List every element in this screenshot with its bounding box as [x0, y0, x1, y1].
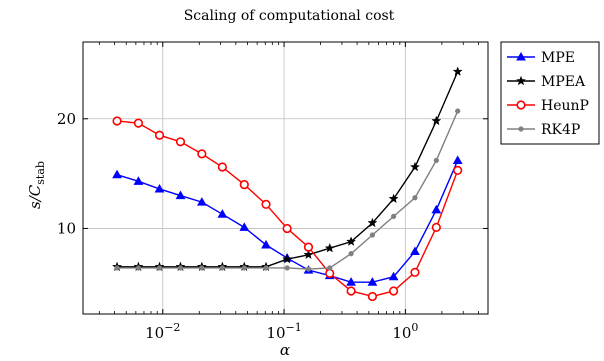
data-point [453, 165, 463, 175]
data-point [346, 277, 356, 286]
data-point [135, 265, 142, 271]
series-rk4p [114, 108, 461, 272]
data-point [112, 116, 122, 126]
legend-swatch-marker [515, 75, 527, 86]
x-tick-label: 10−2 [145, 321, 180, 342]
data-point [324, 242, 335, 253]
x-tick-label-base: 10 [145, 324, 164, 342]
data-point [409, 161, 421, 172]
data-point [412, 195, 418, 201]
data-point [239, 222, 250, 231]
data-point [305, 266, 312, 272]
data-point [199, 265, 205, 271]
data-point [133, 118, 144, 128]
data-point [154, 130, 165, 140]
data-point [410, 267, 420, 277]
data-point [303, 242, 314, 252]
data-point [452, 66, 463, 76]
legend-item-rk4p: RK4P [507, 122, 580, 138]
data-point [175, 190, 186, 200]
x-tick-label: 10−1 [266, 321, 301, 342]
y-axis-label-main: s/C [26, 184, 44, 209]
data-point [433, 157, 439, 164]
legend-label: MPE [541, 50, 575, 66]
legend-label: MPEA [541, 74, 586, 90]
legend-item-mpea: MPEA [507, 74, 586, 90]
series-line [117, 71, 459, 268]
data-point [197, 149, 207, 159]
data-point [175, 137, 186, 147]
data-point [346, 286, 356, 296]
grid [83, 42, 488, 314]
data-point [217, 162, 227, 172]
legend-swatch-marker [516, 100, 526, 110]
data-point [431, 204, 442, 214]
data-point [367, 277, 378, 286]
series-mpea [111, 66, 463, 272]
x-tick-label-base: 10 [392, 324, 411, 342]
data-point [348, 251, 354, 257]
data-point [282, 223, 292, 234]
y-tick-label: 20 [57, 110, 76, 128]
x-tick-label-exponent: −1 [286, 321, 302, 334]
data-point [217, 209, 228, 218]
data-point [154, 183, 165, 193]
x-tick-label: 100 [392, 321, 418, 342]
data-point [114, 265, 120, 271]
chart-title: Scaling of computational cost [184, 8, 395, 24]
data-point [431, 222, 441, 232]
legend-label: HeunP [541, 98, 589, 114]
data-point [282, 253, 293, 264]
y-tick-label: 10 [57, 219, 76, 237]
legend-swatch-marker [516, 51, 526, 61]
data-point [219, 265, 226, 271]
data-point [390, 213, 397, 220]
data-point [452, 155, 463, 165]
y-axis-label-sub: stab [34, 161, 47, 185]
series-layer [111, 66, 463, 302]
data-point [389, 286, 399, 296]
y-axis-label: s/Cstab [26, 161, 47, 209]
data-point [369, 232, 376, 238]
data-point [327, 265, 333, 271]
data-point [177, 265, 184, 271]
data-point [303, 249, 314, 260]
data-point [367, 291, 378, 302]
legend-swatch-marker [518, 126, 524, 132]
data-point [261, 199, 271, 209]
data-point [156, 265, 163, 271]
legend-label: RK4P [541, 122, 580, 138]
data-point [241, 265, 247, 271]
data-point [431, 115, 442, 126]
data-point [112, 169, 122, 179]
x-tick-label-base: 10 [266, 324, 285, 342]
legend: MPE MPEA HeunP RK4P [500, 41, 600, 145]
series-heunp [112, 116, 463, 302]
plot-area-frame [82, 41, 489, 315]
x-tick-label-exponent: 0 [411, 321, 418, 334]
data-point [388, 193, 399, 204]
data-point [239, 179, 249, 190]
data-point [410, 246, 420, 256]
legend-item-heunp: HeunP [507, 98, 589, 114]
data-point [346, 236, 357, 246]
data-point [284, 265, 290, 271]
data-point [388, 271, 399, 281]
data-point [263, 265, 269, 271]
series-line [117, 110, 459, 270]
x-tick-label-exponent: −2 [164, 321, 180, 334]
data-point [133, 176, 144, 185]
data-point [455, 108, 461, 114]
data-point [325, 268, 335, 279]
x-axis-label: α [280, 341, 290, 359]
data-point [367, 217, 378, 228]
data-point [261, 239, 271, 249]
legend-item-mpe: MPE [507, 50, 575, 66]
data-point [196, 197, 207, 206]
